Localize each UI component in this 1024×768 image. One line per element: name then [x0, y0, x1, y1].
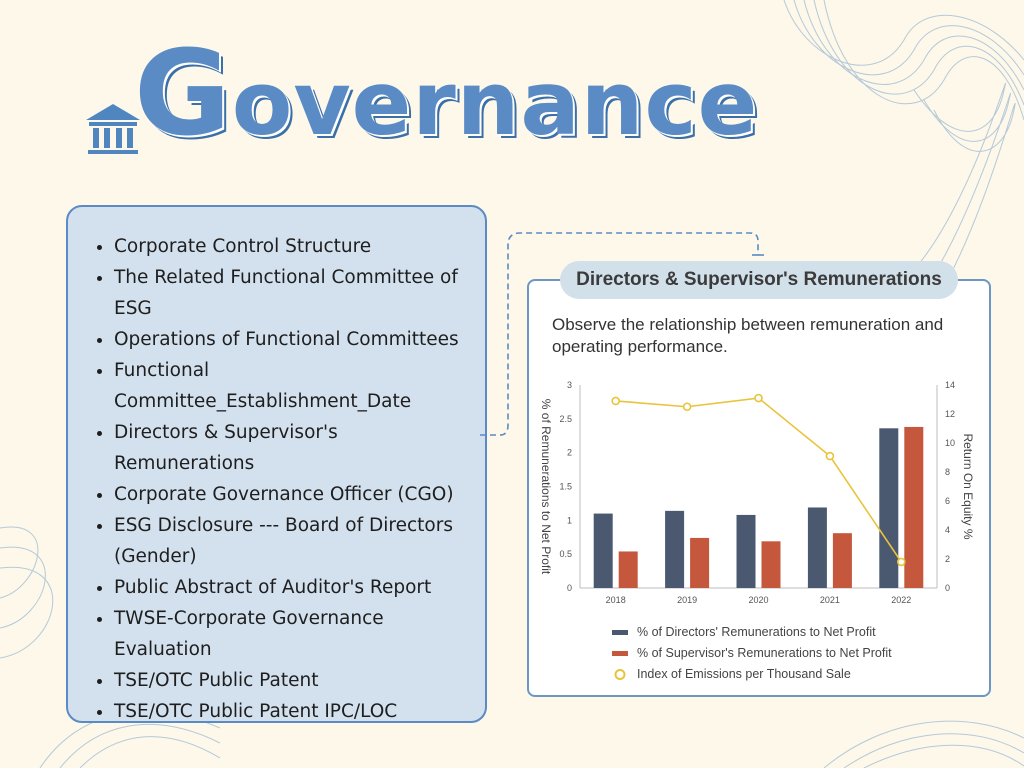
y2-tick-label: 6 [945, 496, 950, 506]
government-building-icon [86, 104, 140, 154]
governance-topic-item[interactable]: Operations of Functional Committees [114, 324, 473, 355]
governance-topic-item[interactable]: Directors & Supervisor's Remunerations [114, 417, 473, 479]
directors-bar [736, 514, 756, 588]
page-title: Governance [134, 28, 758, 169]
governance-topics-panel: Corporate Control StructureThe Related F… [66, 205, 487, 723]
x-tick-label: 2022 [891, 595, 911, 605]
y-tick-label: 2 [567, 448, 572, 458]
governance-topic-item[interactable]: TSE/OTC Public Patent IPC/LOC [114, 696, 473, 727]
y-tick-label: 0 [567, 583, 572, 593]
x-tick-label: 2020 [748, 595, 768, 605]
y-tick-label: 1.5 [559, 482, 572, 492]
governance-topic-item[interactable]: Corporate Control Structure [114, 231, 473, 262]
y-tick-label: 2.5 [559, 414, 572, 424]
governance-topic-item[interactable]: Public Abstract of Auditor's Report [114, 572, 473, 603]
y-tick-label: 0.5 [559, 549, 572, 559]
x-tick-label: 2018 [606, 595, 626, 605]
governance-topic-item[interactable]: The Related Functional Committee of ESG [114, 262, 473, 324]
governance-topic-item[interactable]: Corporate Governance Officer (CGO) [114, 479, 473, 510]
legend-swatch [612, 651, 628, 656]
legend-swatch [614, 669, 626, 680]
legend-label: % of Directors' Remunerations to Net Pro… [637, 625, 876, 639]
remunerations-chart: 0 0.5 1 1.5 2 2.5 3 0 2 4 6 8 10 12 14 % of Remuneratio… [539, 380, 975, 681]
governance-topic-item[interactable]: TSE/OTC Public Patent [114, 665, 473, 696]
directors-bar [879, 428, 899, 588]
y2-axis-title: Return On Equity % [961, 433, 975, 539]
legend-label: Index of Emissions per Thousand Sale [637, 667, 851, 681]
y-tick-label: 3 [567, 380, 572, 390]
directors-bar [665, 510, 685, 588]
y-tick-label: 1 [567, 515, 572, 525]
index-point [682, 402, 692, 412]
chart-title: Directors & Supervisor's Remunerations [560, 261, 958, 299]
y2-tick-label: 14 [945, 380, 955, 390]
supervisors-bar [690, 537, 710, 588]
index-point [754, 393, 763, 403]
governance-topic-item[interactable]: ESG Disclosure --- Board of Directors (G… [114, 510, 473, 572]
y-axis-title: % of Remunerations to Net Profit [539, 399, 553, 575]
y2-tick-label: 12 [945, 409, 955, 419]
y2-tick-label: 10 [945, 438, 955, 448]
y2-tick-label: 8 [945, 467, 950, 477]
index-point [896, 557, 906, 567]
supervisors-bar [832, 533, 852, 588]
governance-topic-item[interactable]: TWSE-Corporate Governance Evaluation [114, 603, 473, 665]
index-point [825, 451, 835, 461]
index-line [615, 397, 902, 563]
page-title-initial: G [134, 24, 232, 162]
legend-swatch [612, 630, 628, 635]
y2-tick-label: 2 [945, 554, 950, 564]
supervisors-bar [761, 541, 781, 588]
supervisors-bar [904, 426, 924, 588]
governance-topic-item[interactable]: Functional Committee_Establishment_Date [114, 355, 473, 417]
y2-tick-label: 0 [945, 583, 950, 593]
x-tick-label: 2019 [677, 595, 697, 605]
x-tick-label: 2021 [820, 595, 840, 605]
decorative-wave-lines-top-right [783, 0, 1024, 300]
governance-topics-list: Corporate Control StructureThe Related F… [68, 207, 485, 727]
y2-tick-label: 4 [945, 525, 950, 535]
legend-label: % of Supervisor's Remunerations to Net P… [637, 646, 892, 660]
page-title-rest: overnance [231, 52, 759, 155]
directors-bar [807, 507, 827, 588]
chart-subtitle: Observe the relationship between remuner… [552, 315, 944, 356]
directors-bar [593, 513, 613, 588]
supervisors-bar [618, 551, 638, 588]
index-point [611, 396, 620, 406]
page-header: Governance [82, 28, 762, 158]
